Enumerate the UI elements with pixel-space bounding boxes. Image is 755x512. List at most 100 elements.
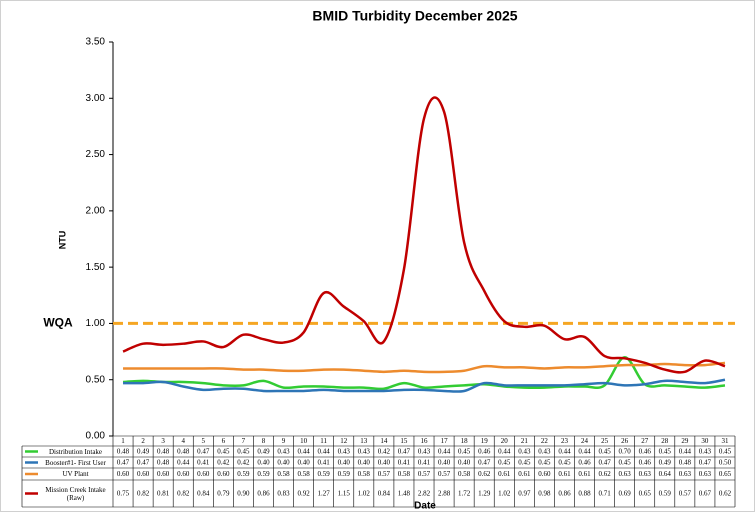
table-value: 0.47 (598, 459, 611, 467)
table-value: 0.82 (137, 490, 150, 498)
x-tick-label: 23 (561, 437, 569, 445)
table-value: 0.43 (518, 448, 531, 456)
y-tick-label: 0.50 (86, 374, 106, 385)
legend-label-box: UV Plant (62, 470, 89, 478)
table-value: 0.90 (237, 490, 250, 498)
table-value: 0.65 (719, 470, 732, 478)
table-value: 1.48 (398, 490, 411, 498)
table-value: 0.49 (137, 448, 150, 456)
x-axis-label: Date (414, 501, 436, 512)
table-value: 0.60 (137, 470, 150, 478)
reference-label: WQA (43, 316, 73, 330)
table-value: 0.59 (257, 470, 270, 478)
table-value: 0.60 (177, 470, 190, 478)
y-tick-label: 3.00 (86, 93, 106, 104)
table-value: 0.40 (458, 459, 471, 467)
table-value: 0.45 (538, 459, 551, 467)
x-tick-label: 3 (161, 437, 165, 445)
table-value: 0.41 (318, 459, 331, 467)
x-tick-label: 26 (621, 437, 629, 445)
table-value: 0.41 (418, 459, 431, 467)
table-value: 0.57 (438, 470, 451, 478)
table-value: 0.60 (538, 470, 551, 478)
table-value: 0.42 (378, 448, 391, 456)
x-tick-label: 14 (380, 437, 388, 445)
x-tick-label: 24 (581, 437, 589, 445)
table-value: 0.46 (639, 448, 652, 456)
table-value: 0.57 (679, 490, 692, 498)
table-value: 0.67 (699, 490, 712, 498)
table-value: 0.40 (257, 459, 270, 467)
x-tick-label: 21 (521, 437, 529, 445)
table-value: 0.44 (177, 459, 190, 467)
x-tick-label: 11 (320, 437, 327, 445)
x-tick-label: 27 (641, 437, 649, 445)
series-line (123, 361, 726, 374)
x-tick-label: 13 (360, 437, 368, 445)
table-value: 1.02 (358, 490, 371, 498)
table-value: 0.40 (378, 459, 391, 467)
table-value: 0.43 (699, 448, 712, 456)
x-tick-label: 30 (701, 437, 709, 445)
table-value: 0.43 (538, 448, 551, 456)
table-value: 0.45 (719, 448, 732, 456)
x-tick-label: 18 (461, 437, 469, 445)
table-value: 0.44 (438, 448, 451, 456)
table-value: 0.86 (558, 490, 571, 498)
table-value: 1.02 (498, 490, 511, 498)
table-value: 0.62 (598, 470, 611, 478)
x-tick-label: 17 (441, 437, 449, 445)
y-tick-label: 1.50 (86, 262, 106, 273)
table-value: 0.63 (639, 470, 652, 478)
table-value: 0.48 (157, 459, 170, 467)
table-value: 0.47 (197, 448, 210, 456)
table-value: 0.86 (257, 490, 270, 498)
x-tick-label: 28 (661, 437, 669, 445)
table-value: 0.45 (237, 448, 250, 456)
table-value: 0.65 (639, 490, 652, 498)
x-tick-label: 9 (282, 437, 286, 445)
legend-label: Booster#1- First User (45, 458, 106, 467)
x-tick-label: 12 (340, 437, 348, 445)
table-value: 0.47 (478, 459, 491, 467)
table-value: 0.48 (679, 459, 692, 467)
table-value: 0.58 (358, 470, 371, 478)
table-value: 0.49 (257, 448, 270, 456)
table-value: 0.63 (699, 470, 712, 478)
legend-label-box: Mission Creek Intake (Raw) (45, 485, 106, 502)
table-value: 0.58 (297, 470, 310, 478)
table-value: 0.48 (177, 448, 190, 456)
table-value: 0.88 (578, 490, 591, 498)
table-value: 0.83 (277, 490, 290, 498)
table-value: 1.15 (338, 490, 351, 498)
table-value: 0.47 (398, 448, 411, 456)
table-value: 0.81 (157, 490, 170, 498)
table-value: 0.82 (177, 490, 190, 498)
table-value: 0.62 (478, 470, 491, 478)
legend-label: Mission Creek Intake (Raw) (45, 485, 106, 502)
y-tick-label: 2.50 (86, 149, 106, 160)
table-value: 0.45 (619, 459, 632, 467)
x-tick-label: 19 (481, 437, 489, 445)
table-value: 0.47 (699, 459, 712, 467)
x-tick-label: 15 (400, 437, 408, 445)
table-value: 0.45 (598, 448, 611, 456)
x-tick-label: 16 (421, 437, 429, 445)
x-tick-label: 25 (601, 437, 609, 445)
table-value: 0.92 (297, 490, 310, 498)
table-value: 0.70 (619, 448, 632, 456)
table-value: 0.40 (277, 459, 290, 467)
table-value: 0.44 (578, 448, 591, 456)
table-value: 0.62 (719, 490, 732, 498)
table-value: 0.61 (518, 470, 531, 478)
x-tick-label: 10 (300, 437, 308, 445)
table-value: 0.45 (217, 448, 230, 456)
table-value: 0.47 (137, 459, 150, 467)
table-value: 0.43 (338, 448, 351, 456)
table-value: 0.46 (478, 448, 491, 456)
table-value: 0.61 (578, 470, 591, 478)
legend-label: UV Plant (62, 470, 89, 478)
table-value: 0.42 (237, 459, 250, 467)
chart-title: BMID Turbidity December 2025 (312, 8, 517, 24)
